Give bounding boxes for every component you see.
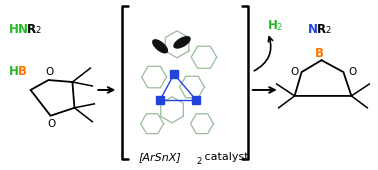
Text: O: O bbox=[45, 67, 54, 77]
Text: H: H bbox=[9, 22, 19, 36]
Text: H: H bbox=[9, 65, 19, 78]
Text: O: O bbox=[290, 67, 299, 77]
Text: 2: 2 bbox=[36, 27, 41, 36]
Text: O: O bbox=[348, 67, 356, 77]
Text: H: H bbox=[268, 19, 277, 32]
Text: O: O bbox=[47, 119, 56, 129]
Text: 2: 2 bbox=[196, 157, 201, 166]
Text: catalyst: catalyst bbox=[201, 152, 249, 162]
Text: 2: 2 bbox=[277, 22, 282, 31]
Ellipse shape bbox=[174, 37, 190, 48]
Text: [ArSnX]: [ArSnX] bbox=[138, 152, 181, 162]
Text: N: N bbox=[18, 22, 28, 36]
Text: B: B bbox=[314, 47, 324, 60]
Text: B: B bbox=[18, 65, 26, 78]
Text: 2: 2 bbox=[325, 27, 331, 36]
Ellipse shape bbox=[153, 40, 167, 53]
Text: R: R bbox=[316, 22, 326, 36]
FancyArrowPatch shape bbox=[254, 37, 273, 71]
Text: N: N bbox=[308, 22, 318, 36]
Text: R: R bbox=[26, 22, 36, 36]
